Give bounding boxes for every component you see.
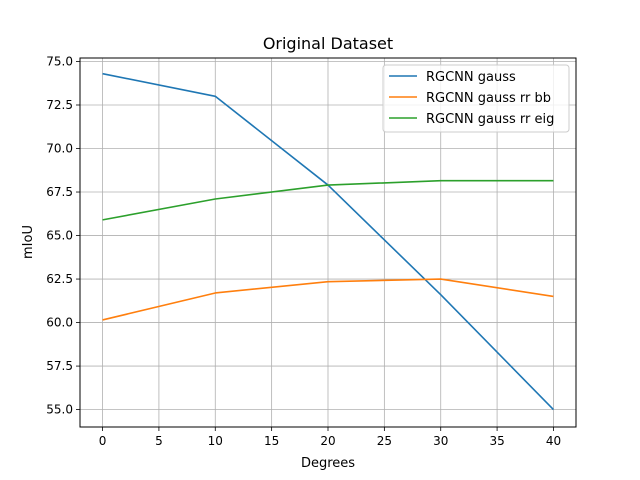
y-axis-label: mIoU: [21, 225, 36, 259]
y-tick-label: 70.0: [46, 142, 73, 156]
x-tick-label: 10: [208, 434, 223, 448]
series-layer: [102, 72, 555, 411]
x-tick-label: 0: [99, 434, 107, 448]
y-tick-label: 60.0: [46, 316, 73, 330]
legend-label: RGCNN gauss rr eig: [426, 112, 554, 127]
x-tick-label: 15: [264, 434, 279, 448]
y-tick-label: 75.0: [46, 54, 73, 68]
legend-box: [382, 64, 570, 133]
series-line-3: [102, 179, 554, 221]
x-tick-label: 25: [377, 434, 392, 448]
y-tick-label: 57.5: [46, 359, 73, 373]
x-axis-label: Degrees: [301, 456, 355, 471]
chart-title: Original Dataset: [263, 34, 393, 53]
x-tick-label: 5: [155, 434, 163, 448]
y-tick-label: 62.5: [46, 272, 73, 286]
series-line-2: [102, 278, 554, 321]
x-tick-label: 30: [433, 434, 448, 448]
legend-label: RGCNN gauss: [426, 70, 516, 85]
x-axis: 0 5 10 15 20 25 30 35 40: [99, 427, 561, 448]
x-tick-label: 40: [546, 434, 561, 448]
legend-label: RGCNN gauss rr bb: [426, 91, 551, 106]
y-tick-label: 55.0: [46, 403, 73, 417]
y-tick-label: 72.5: [46, 98, 73, 112]
x-tick-label: 20: [320, 434, 335, 448]
y-tick-label: 65.0: [46, 229, 73, 243]
y-axis: 55.0 57.5 60.0 62.5 65.0 67.5 70.0 72.5 75.0: [46, 54, 80, 417]
legend: RGCNN gauss RGCNN gauss rr bb RGCNN gauss …: [382, 64, 570, 133]
y-tick-label: 67.5: [46, 185, 73, 199]
x-tick-label: 35: [489, 434, 504, 448]
